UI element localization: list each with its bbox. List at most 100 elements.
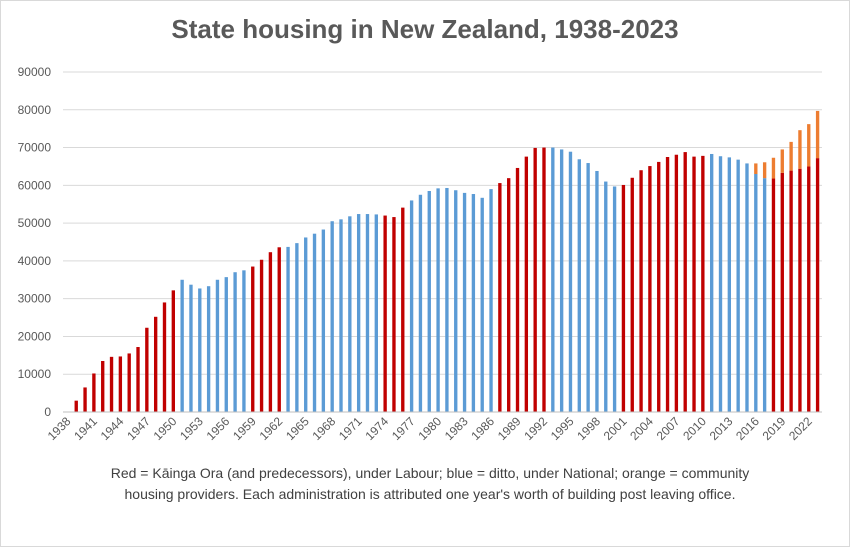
- chart-caption: Red = Kāinga Ora (and predecessors), und…: [110, 465, 750, 502]
- bar-kainga-ora: [356, 214, 361, 412]
- x-tick-label: 1944: [98, 414, 127, 443]
- bar-kainga-ora: [206, 286, 211, 412]
- x-tick-label: 1941: [71, 414, 100, 443]
- bar-kainga-ora: [109, 356, 114, 412]
- bar-kainga-ora: [118, 356, 123, 412]
- bar-kainga-ora: [83, 387, 87, 412]
- x-tick-label: 1980: [415, 414, 444, 443]
- bar-kainga-ora: [374, 214, 378, 412]
- bar-kainga-ora: [692, 156, 696, 412]
- bar-kainga-ora: [657, 161, 661, 412]
- y-tick-label: 90000: [18, 65, 52, 79]
- bar-kainga-ora: [436, 188, 440, 412]
- bar-kainga-ora: [639, 170, 643, 412]
- x-tick-label: 1989: [495, 414, 524, 443]
- bar-kainga-ora: [277, 247, 281, 412]
- bar-kainga-ora: [259, 259, 264, 412]
- bar-kainga-ora: [701, 155, 705, 412]
- chart-title: State housing in New Zealand, 1938-2023: [171, 14, 679, 44]
- y-tick-label: 0: [44, 405, 51, 419]
- bar-kainga-ora: [462, 192, 467, 412]
- bar-kainga-ora: [586, 163, 590, 412]
- x-tick-label: 2013: [707, 414, 736, 443]
- x-tick-label: 1950: [151, 414, 180, 443]
- x-tick-label: 1947: [124, 414, 153, 443]
- x-tick-label: 2001: [601, 414, 630, 443]
- bar-kainga-ora: [674, 154, 679, 412]
- bar-kainga-ora: [577, 159, 581, 412]
- bar-kainga-ora: [215, 279, 220, 412]
- bar-kainga-ora: [312, 233, 317, 412]
- bar-kainga-ora: [533, 147, 537, 412]
- bar-kainga-ora: [409, 200, 414, 412]
- bar-kainga-ora: [365, 214, 370, 412]
- y-tick-label: 30000: [18, 292, 52, 306]
- bar-community-housing: [807, 124, 811, 167]
- bar-kainga-ora: [401, 207, 405, 412]
- x-tick-label: 1995: [548, 414, 577, 443]
- bar-kainga-ora: [489, 189, 493, 412]
- y-tick-label: 70000: [18, 141, 52, 155]
- bar-kainga-ora: [268, 252, 273, 412]
- x-tick-label: 2007: [654, 414, 683, 443]
- bar-kainga-ora: [524, 156, 529, 412]
- bar-kainga-ora: [789, 170, 793, 412]
- x-tick-label: 2004: [627, 414, 656, 443]
- x-tick-label: 1971: [336, 414, 365, 443]
- x-tick-label: 1998: [574, 414, 603, 443]
- bar-kainga-ora: [233, 272, 237, 412]
- bar-community-housing: [762, 162, 767, 179]
- bar-kainga-ora: [621, 184, 626, 412]
- bar-kainga-ora: [762, 178, 767, 412]
- bar-kainga-ora: [542, 147, 546, 413]
- x-tick-label: 1956: [204, 414, 233, 443]
- bar-kainga-ora: [101, 361, 105, 412]
- y-tick-label: 80000: [18, 103, 52, 117]
- bar-kainga-ora: [445, 187, 449, 412]
- bar-kainga-ora: [815, 158, 820, 412]
- x-tick-label: 1974: [362, 414, 391, 443]
- bar-community-housing: [780, 149, 784, 173]
- bar-kainga-ora: [551, 147, 555, 413]
- bar-kainga-ora: [648, 166, 652, 412]
- x-tick-label: 1953: [177, 414, 206, 443]
- y-tick-label: 60000: [18, 178, 52, 192]
- bar-kainga-ora: [736, 159, 740, 412]
- x-tick-label: 1959: [230, 414, 259, 443]
- bar-kainga-ora: [807, 166, 811, 412]
- bar-kainga-ora: [771, 178, 776, 412]
- bar-kainga-ora: [798, 168, 802, 412]
- bar-kainga-ora: [251, 266, 255, 412]
- bar-kainga-ora: [595, 170, 599, 412]
- y-tick-label: 50000: [18, 216, 52, 230]
- bar-kainga-ora: [189, 284, 193, 412]
- bar-kainga-ora: [780, 172, 784, 412]
- bar-kainga-ora: [727, 157, 732, 412]
- bar-kainga-ora: [754, 174, 758, 412]
- bar-kainga-ora: [383, 215, 387, 412]
- x-tick-label: 1977: [389, 414, 418, 443]
- bar-kainga-ora: [710, 153, 714, 412]
- bar-kainga-ora: [559, 149, 564, 412]
- bar-kainga-ora: [180, 279, 184, 412]
- bar-community-housing: [798, 130, 802, 169]
- x-tick-label: 1983: [442, 414, 471, 443]
- bar-kainga-ora: [304, 237, 308, 412]
- x-tick-label: 2022: [786, 414, 815, 443]
- bar-community-housing: [815, 110, 820, 159]
- x-tick-label: 1962: [257, 414, 286, 443]
- bar-kainga-ora: [427, 191, 431, 412]
- bar-kainga-ora: [665, 157, 670, 412]
- bar-kainga-ora: [498, 183, 502, 412]
- bar-kainga-ora: [74, 400, 78, 412]
- bar-community-housing: [754, 163, 758, 174]
- bar-kainga-ora: [604, 181, 608, 412]
- bar-kainga-ora: [295, 243, 299, 412]
- bar-kainga-ora: [171, 290, 175, 412]
- y-tick-label: 20000: [18, 329, 52, 343]
- bar-kainga-ora: [745, 163, 749, 412]
- bar-kainga-ora: [224, 277, 228, 412]
- bar-kainga-ora: [136, 347, 140, 412]
- bar-kainga-ora: [127, 353, 131, 412]
